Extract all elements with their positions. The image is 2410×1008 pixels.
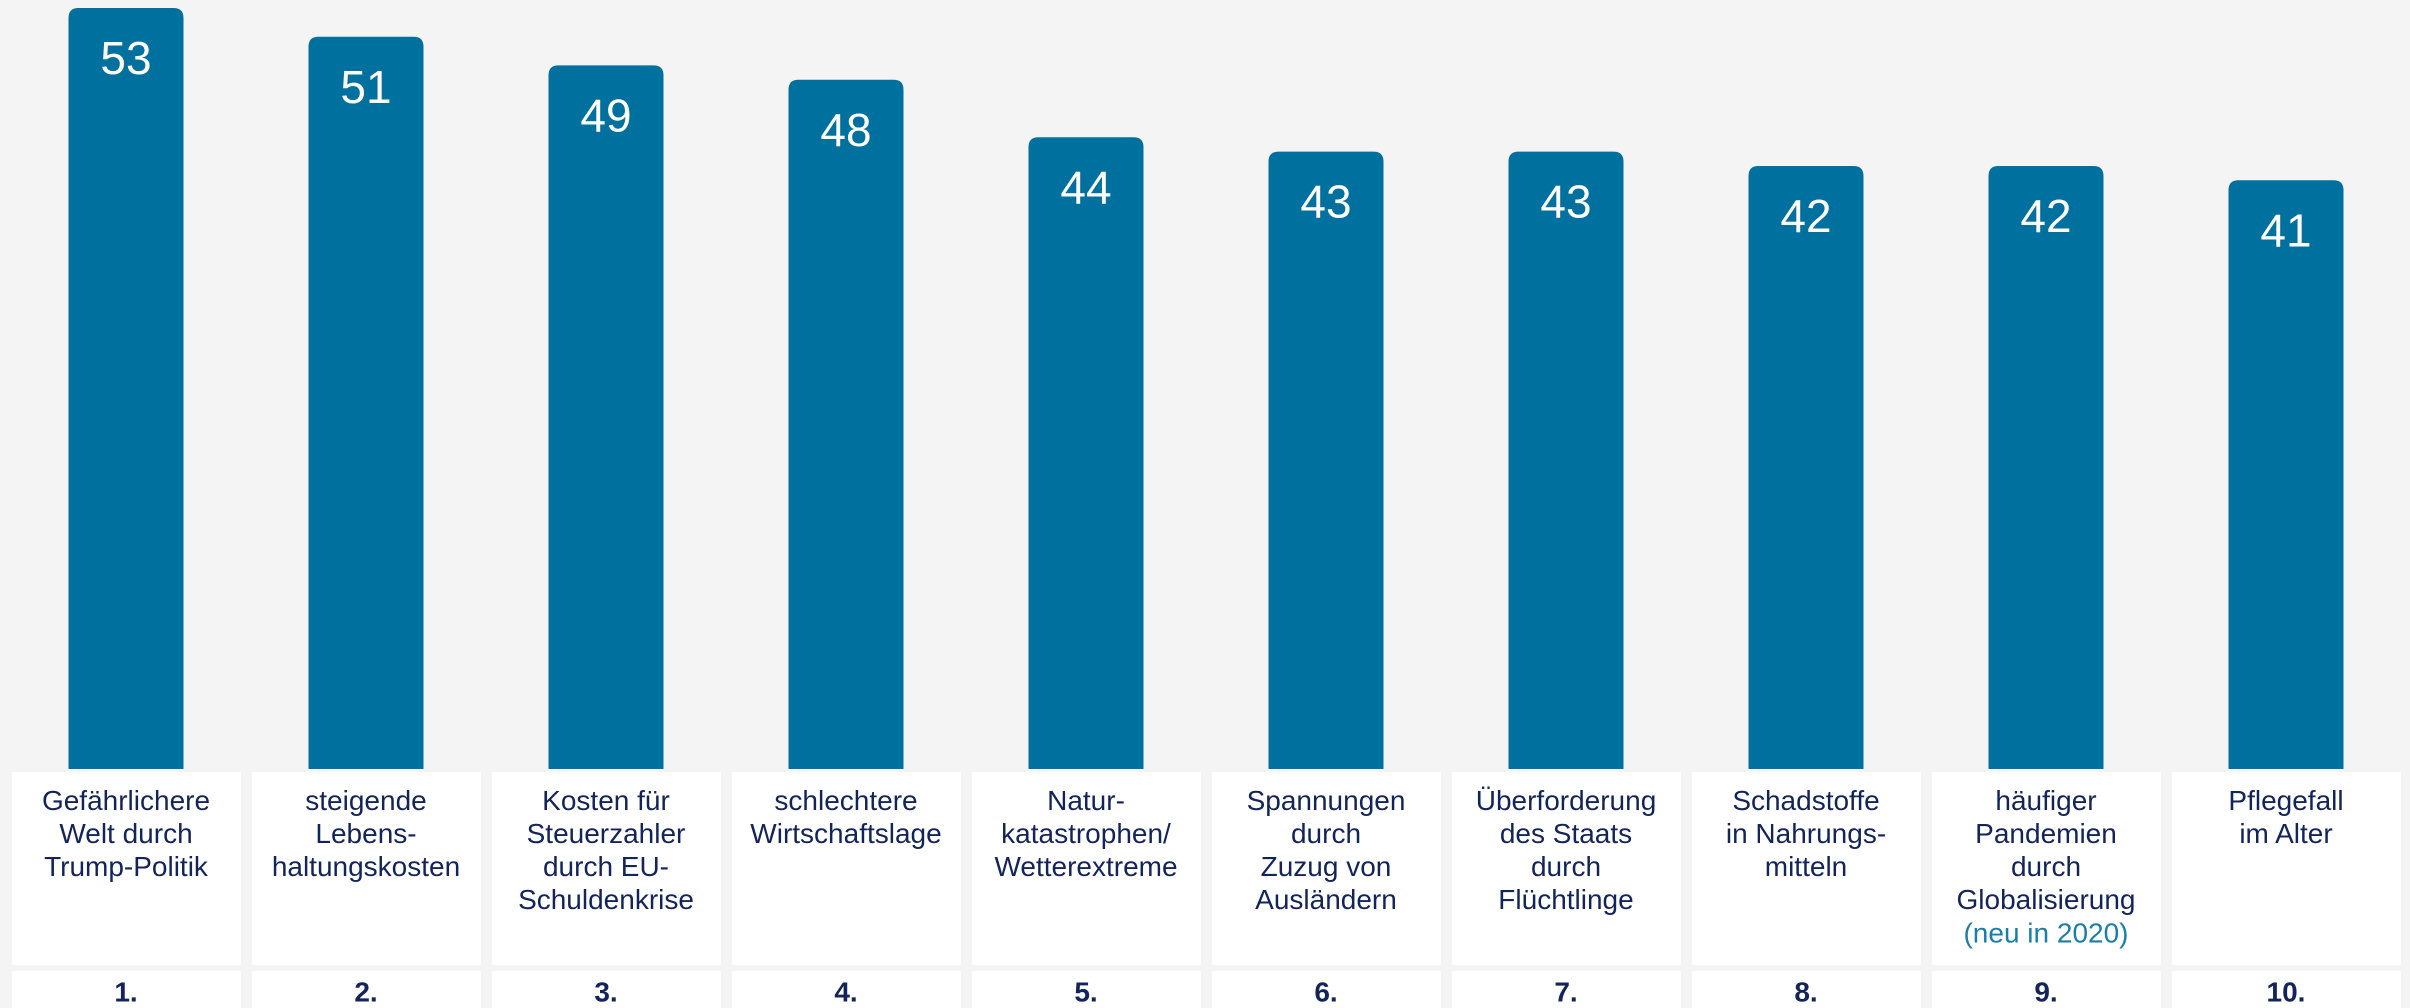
label-box <box>2172 772 2401 965</box>
rank-box <box>1212 971 1441 1008</box>
category-line: Wetterextreme <box>994 851 1177 882</box>
category-line: in Nahrungs- <box>1726 818 1886 849</box>
category-line: Zuzug von <box>1261 851 1392 882</box>
category-label: steigende Lebens-haltungskosten <box>272 785 460 882</box>
value-label: 44 <box>1060 161 1111 213</box>
category-line: Pandemien <box>1975 818 2117 849</box>
rank-box <box>12 971 241 1008</box>
value-label: 53 <box>100 32 151 84</box>
category-line: steigende <box>305 785 426 816</box>
rank-label: 4. <box>834 976 857 1007</box>
category-label: Natur-katastrophen/Wetterextreme <box>994 785 1177 882</box>
label-box <box>12 772 241 965</box>
category-line: des Staats <box>1500 818 1632 849</box>
category-line: durch <box>2011 851 2081 882</box>
category-line: Spannungen <box>1247 785 1406 816</box>
rank-box <box>732 971 961 1008</box>
bar <box>1028 137 1144 769</box>
rank-label: 1. <box>114 976 137 1007</box>
value-label: 41 <box>2260 204 2311 256</box>
category-line: Gefährlichere <box>42 785 210 816</box>
category-label: Spannungen durch Zuzug von Ausländern <box>1247 785 1406 915</box>
rank-box <box>1452 971 1681 1008</box>
rank-label: 5. <box>1074 976 1097 1007</box>
rank-box <box>492 971 721 1008</box>
category-line: Globalisierung <box>1957 884 2136 915</box>
category-line: im Alter <box>2239 818 2332 849</box>
value-label: 51 <box>340 61 391 113</box>
label-box <box>492 772 721 965</box>
category-line: katastrophen/ <box>1001 818 1171 849</box>
category-line: Schuldenkrise <box>518 884 694 915</box>
category-label: Schadstoffe in Nahrungs-mitteln <box>1726 785 1886 882</box>
category-line: Natur- <box>1047 785 1125 816</box>
label-box <box>1212 772 1441 965</box>
label-box <box>732 772 961 965</box>
bar <box>1748 165 1864 770</box>
rank-label: 9. <box>2034 976 2057 1007</box>
category-line: Überforderung <box>1476 785 1657 816</box>
label-box <box>1932 772 2161 965</box>
category-note: (neu in 2020) <box>1963 917 2128 948</box>
rank-label: 7. <box>1554 976 1577 1007</box>
rank-label: 8. <box>1794 976 1817 1007</box>
category-line: Trump-Politik <box>44 851 209 882</box>
rank-box <box>1932 971 2161 1008</box>
category-label: Kosten für Steuerzahler durch EU-Schuldenk… <box>518 785 694 915</box>
rank-label: 10. <box>2267 976 2306 1007</box>
value-label: 42 <box>2020 190 2071 242</box>
label-box <box>252 772 481 965</box>
bar <box>308 36 424 769</box>
category-label: Gefährlichere Welt durch Trump-Politik <box>42 785 210 882</box>
bar <box>788 79 904 769</box>
bar <box>1268 151 1384 769</box>
label-box <box>1692 772 1921 965</box>
value-label: 43 <box>1540 176 1591 228</box>
bar <box>1508 151 1624 769</box>
rank-box <box>252 971 481 1008</box>
category-line: schlechtere <box>774 785 917 816</box>
category-line: Ausländern <box>1255 884 1397 915</box>
value-label: 42 <box>1780 190 1831 242</box>
rank-box <box>1692 971 1921 1008</box>
category-line: durch EU- <box>543 851 669 882</box>
bar <box>1988 165 2104 770</box>
label-box <box>972 772 1201 965</box>
rank-label: 6. <box>1314 976 1337 1007</box>
category-line: Kosten für <box>542 785 670 816</box>
bar <box>548 65 664 769</box>
category-line: häufiger <box>1995 785 2096 816</box>
category-line: Steuerzahler <box>527 818 686 849</box>
category-label: Überforderung des Staats durch Flüchtlinge <box>1476 785 1657 915</box>
category-line: haltungskosten <box>272 851 460 882</box>
category-line: durch <box>1531 851 1601 882</box>
category-line: Schadstoffe <box>1732 785 1879 816</box>
value-label: 48 <box>820 104 871 156</box>
category-line: Pflegefall <box>2228 785 2343 816</box>
rank-label: 3. <box>594 976 617 1007</box>
value-label: 43 <box>1300 176 1351 228</box>
label-box <box>1452 772 1681 965</box>
category-label: schlechtere Wirtschaftslage <box>750 785 941 849</box>
category-line: Flüchtlinge <box>1498 884 1633 915</box>
category-line: Lebens- <box>315 818 416 849</box>
category-label: häufiger Pandemien durch Globalisierung <box>1957 785 2136 915</box>
category-line: Wirtschaftslage <box>750 818 941 849</box>
category-line: mitteln <box>1765 851 1847 882</box>
category-line: durch <box>1291 818 1361 849</box>
bar <box>68 8 184 769</box>
rank-box <box>972 971 1201 1008</box>
category-label: Pflegefall im Alter <box>2228 785 2343 849</box>
value-label: 49 <box>580 90 631 142</box>
rank-box <box>2172 971 2401 1008</box>
category-line: Welt durch <box>59 818 192 849</box>
bar <box>2228 180 2344 769</box>
rank-label: 2. <box>354 976 377 1007</box>
